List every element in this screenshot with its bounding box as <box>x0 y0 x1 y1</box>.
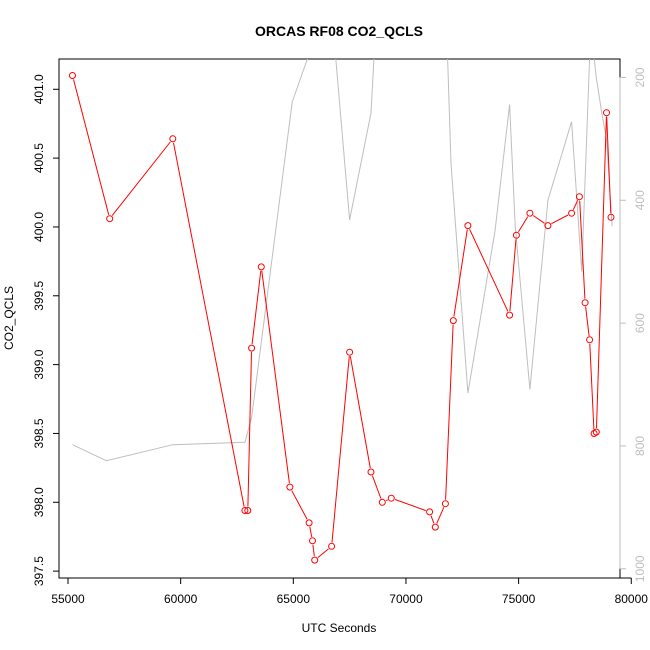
y-tick-label: 400.0 <box>32 212 46 242</box>
data-point <box>592 428 600 436</box>
primary-series-segment <box>251 270 262 345</box>
y-tick-label: 399.0 <box>32 349 46 379</box>
primary-series-layer <box>69 72 615 564</box>
primary-series-segment <box>247 352 252 507</box>
data-point <box>244 507 252 514</box>
y2-tick-label: 400 <box>633 190 647 210</box>
data-point <box>506 311 514 319</box>
data-point <box>305 519 313 527</box>
y-axis-label: CO2_QCLS <box>2 286 16 350</box>
data-point <box>607 213 615 221</box>
data-point <box>378 498 386 506</box>
primary-series-segment <box>430 515 435 524</box>
primary-series-segment <box>291 490 308 520</box>
data-point <box>449 317 457 325</box>
data-point <box>464 222 472 230</box>
data-point <box>309 537 316 545</box>
x-axis: 55000 60000 65000 70000 75000 80000 <box>51 577 649 606</box>
secondary-series-line <box>72 59 613 462</box>
data-point <box>387 494 395 502</box>
primary-series-segment <box>261 270 290 484</box>
data-point <box>431 523 439 531</box>
primary-series-segment <box>589 343 595 430</box>
data-point <box>512 231 520 239</box>
primary-series-segment <box>445 324 454 500</box>
primary-series-segment <box>173 142 245 507</box>
primary-series-segment <box>469 228 509 312</box>
primary-series-segment <box>111 141 171 216</box>
secondary-y-axis: 200 400 600 800 1000 <box>619 67 647 582</box>
data-point <box>257 263 265 271</box>
y2-tick-label: 800 <box>633 436 647 456</box>
primary-series-segment <box>331 356 350 543</box>
data-point <box>169 135 177 143</box>
data-point <box>286 483 294 491</box>
x-tick-label: 75000 <box>502 592 536 606</box>
y2-tick-label: 1000 <box>633 555 647 582</box>
x-tick-label: 60000 <box>164 592 198 606</box>
primary-series-segment <box>509 239 517 312</box>
data-point <box>544 222 552 230</box>
y-tick-label: 397.5 <box>32 556 46 586</box>
primary-series-segment <box>309 526 313 537</box>
primary-series-segment <box>606 116 612 214</box>
data-point <box>586 336 594 344</box>
primary-series-segment <box>312 544 315 557</box>
x-tick-label: 65000 <box>277 592 311 606</box>
y-tick-label: 401.0 <box>32 74 46 104</box>
primary-series-segment <box>518 216 529 233</box>
y-axis: 397.5 398.0 398.5 399.0 399.5 400.0 400.5 401.0 <box>32 74 60 586</box>
primary-series-segment <box>532 215 545 224</box>
primary-series-segment <box>317 548 329 558</box>
data-point <box>241 507 249 514</box>
data-point <box>346 348 354 356</box>
primary-series-segment <box>585 306 590 336</box>
x-tick-label: 70000 <box>389 592 423 606</box>
y-tick-label: 398.0 <box>32 487 46 517</box>
data-point <box>248 344 256 352</box>
data-point <box>106 215 114 223</box>
data-point <box>311 556 319 564</box>
primary-series-segment <box>73 79 110 215</box>
y-tick-label: 399.5 <box>32 280 46 310</box>
y-tick-label: 398.5 <box>32 418 46 448</box>
primary-series-segment <box>394 499 427 512</box>
y2-tick-label: 200 <box>633 67 647 87</box>
data-point <box>426 508 434 516</box>
x-tick-label: 80000 <box>615 592 649 606</box>
x-axis-label: UTC Seconds <box>302 621 377 635</box>
data-point <box>328 542 336 550</box>
primary-series-segment <box>596 116 607 429</box>
data-point <box>69 72 76 79</box>
primary-series-segment <box>572 200 579 210</box>
data-point <box>581 299 589 307</box>
primary-series-segment <box>579 200 586 299</box>
primary-series-segment <box>349 356 371 469</box>
data-point <box>441 500 449 508</box>
primary-series-segment <box>551 214 569 225</box>
data-point <box>568 209 576 217</box>
plot-area <box>58 58 621 579</box>
data-point <box>526 209 534 217</box>
data-point <box>603 109 610 117</box>
y2-tick-label: 600 <box>633 313 647 333</box>
x-tick-label: 55000 <box>51 592 85 606</box>
primary-series-segment <box>385 499 388 502</box>
primary-series-segment <box>453 229 468 317</box>
data-point <box>367 468 375 476</box>
data-point <box>575 193 583 201</box>
y-tick-label: 400.5 <box>32 143 46 173</box>
chart-title: ORCAS RF08 CO2_QCLS <box>255 23 423 39</box>
primary-series-segment <box>436 507 445 524</box>
primary-series-segment <box>371 475 382 499</box>
secondary-series-layer <box>72 59 613 462</box>
